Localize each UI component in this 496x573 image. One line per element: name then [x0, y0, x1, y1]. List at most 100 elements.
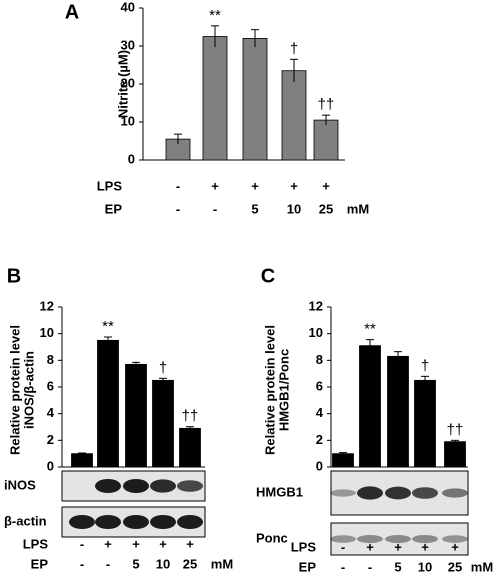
- row-cell: 5: [394, 559, 401, 573]
- blot-band: [177, 480, 203, 492]
- significance-mark: **: [209, 7, 221, 24]
- row-cell: +: [290, 178, 298, 193]
- row-cell: 25: [448, 559, 462, 573]
- blot-label: HMGB1: [256, 484, 303, 499]
- row-label: LPS: [23, 536, 49, 551]
- row-cell: 25: [183, 556, 197, 571]
- significance-mark: ††: [447, 421, 464, 438]
- blot-band: [442, 535, 468, 543]
- y-axis-label: Relative protein level: [7, 325, 22, 455]
- error-bar: [251, 29, 259, 48]
- error-bar: [394, 351, 402, 361]
- y-axis-label: Nitrite (µM): [115, 50, 130, 118]
- row-label: EP: [31, 556, 49, 571]
- blot-band: [385, 486, 411, 500]
- blot-band: [150, 479, 176, 493]
- blot-band: [412, 535, 438, 543]
- y-axis-label: HMGB1/Ponc: [276, 349, 291, 431]
- bar: [313, 119, 339, 161]
- row-cell: -: [368, 559, 372, 573]
- blot-band: [69, 515, 95, 529]
- bar: [387, 355, 409, 468]
- row-cell: +: [394, 539, 402, 554]
- y-tick-label: 10: [309, 325, 323, 340]
- bar: [179, 427, 201, 468]
- row-cell: 5: [132, 556, 139, 571]
- y-tick-label: 6: [47, 378, 54, 393]
- blot-band: [177, 515, 203, 529]
- blot-label: iNOS: [4, 477, 36, 492]
- row-cell: -: [176, 201, 180, 216]
- error-bar: [290, 58, 298, 83]
- y-tick-label: 30: [121, 37, 135, 52]
- bar: [152, 379, 174, 468]
- error-bar: [366, 339, 374, 352]
- bar: [202, 36, 228, 161]
- row-cell: -: [80, 536, 84, 551]
- error-bar: [174, 133, 182, 145]
- row-cell: +: [451, 539, 459, 554]
- blot-band: [412, 487, 438, 499]
- error-bar: [322, 114, 330, 126]
- row-label: EP: [299, 559, 317, 573]
- error-bar: [104, 336, 112, 344]
- panel-label: C: [261, 265, 275, 287]
- blot-band: [330, 489, 356, 497]
- row-unit: mM: [347, 201, 369, 216]
- row-cell: -: [176, 178, 180, 193]
- bar: [125, 363, 147, 468]
- blot-band: [123, 479, 149, 493]
- row-cell: 5: [251, 201, 258, 216]
- blot-band: [385, 535, 411, 543]
- row-cell: +: [159, 536, 167, 551]
- row-cell: 10: [156, 556, 170, 571]
- y-tick-label: 12: [40, 298, 54, 313]
- row-label: LPS: [97, 178, 123, 193]
- y-tick-label: 2: [316, 432, 323, 447]
- blot-band: [95, 479, 121, 493]
- error-bar: [339, 452, 347, 455]
- row-cell: 25: [319, 201, 333, 216]
- y-tick-label: 8: [316, 352, 323, 367]
- y-tick-label: 40: [121, 0, 135, 14]
- panel-label: B: [7, 265, 21, 287]
- row-cell: -: [341, 559, 345, 573]
- y-axis-label: iNOS/β-actin: [21, 351, 36, 429]
- row-cell: -: [341, 539, 345, 554]
- row-cell: +: [322, 178, 330, 193]
- row-cell: +: [421, 539, 429, 554]
- blot-label: Ponc: [256, 530, 288, 545]
- blot-label: β-actin: [4, 513, 47, 528]
- blot-band: [357, 486, 383, 500]
- y-tick-label: 4: [47, 405, 55, 420]
- blot-band: [123, 515, 149, 529]
- significance-mark: **: [102, 318, 114, 335]
- row-cell: +: [186, 536, 194, 551]
- error-bar: [211, 25, 219, 48]
- blot-image: [330, 522, 469, 556]
- row-cell: 10: [287, 201, 301, 216]
- bar: [242, 38, 268, 161]
- row-unit: mM: [471, 559, 493, 573]
- blot-band: [95, 515, 121, 529]
- y-tick-label: 0: [128, 151, 135, 166]
- significance-mark: †: [159, 359, 167, 376]
- row-cell: -: [106, 556, 110, 571]
- error-bar: [451, 439, 459, 443]
- row-cell: 10: [418, 559, 432, 573]
- bar: [359, 345, 381, 468]
- panel-label: A: [65, 1, 79, 23]
- significance-mark: †: [290, 40, 298, 57]
- row-cell: -: [80, 556, 84, 571]
- blot-band: [150, 515, 176, 529]
- row-unit: mM: [211, 556, 233, 571]
- bar: [71, 453, 93, 468]
- bar: [332, 453, 354, 468]
- error-bar: [421, 375, 429, 385]
- row-cell: +: [211, 178, 219, 193]
- bar: [414, 379, 436, 468]
- blot-band: [442, 488, 468, 498]
- y-tick-label: 0: [47, 458, 54, 473]
- row-cell: -: [213, 201, 217, 216]
- significance-mark: †: [421, 357, 429, 374]
